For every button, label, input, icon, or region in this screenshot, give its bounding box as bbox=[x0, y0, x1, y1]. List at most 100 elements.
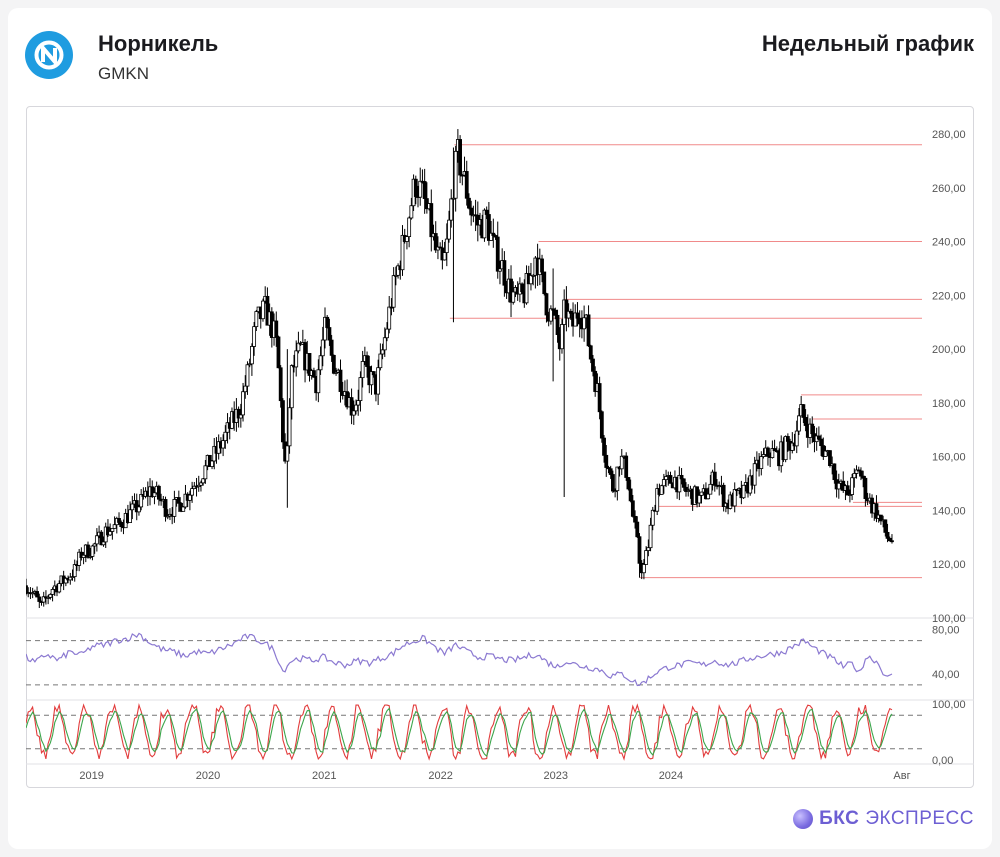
candle-body bbox=[712, 471, 717, 486]
candle-body bbox=[199, 482, 203, 486]
candle-body bbox=[464, 171, 469, 199]
candle-body bbox=[172, 499, 177, 517]
candle-body bbox=[668, 475, 673, 484]
candle-body bbox=[604, 454, 609, 468]
candle-body bbox=[482, 209, 487, 239]
candle-body bbox=[706, 493, 711, 500]
candle-body bbox=[46, 596, 51, 599]
x-axis-label: 2019 bbox=[79, 770, 103, 782]
candle-body bbox=[548, 308, 553, 322]
candle-body bbox=[360, 361, 365, 379]
candle-body bbox=[117, 518, 121, 523]
bcs-logo-icon bbox=[793, 809, 814, 829]
candle-body bbox=[223, 431, 228, 442]
candle-body bbox=[94, 535, 99, 545]
candle-body bbox=[99, 531, 104, 546]
candle-body bbox=[883, 519, 888, 533]
candle-body bbox=[196, 484, 201, 488]
candle-body bbox=[608, 468, 613, 475]
candle-body bbox=[307, 353, 312, 376]
candle-body bbox=[165, 515, 170, 518]
candle-body bbox=[524, 273, 529, 304]
candle-body bbox=[664, 476, 668, 480]
candle-body bbox=[190, 488, 195, 496]
candle-body bbox=[385, 328, 389, 339]
candle-body bbox=[163, 499, 168, 517]
candle-body bbox=[597, 383, 602, 413]
price-axis-tick: 180,00 bbox=[932, 398, 966, 410]
candle-body bbox=[380, 349, 385, 355]
candle-body bbox=[511, 291, 516, 303]
candle-body bbox=[447, 219, 451, 240]
candle-body bbox=[187, 494, 192, 501]
candle-body bbox=[323, 316, 327, 341]
candle-body bbox=[331, 354, 336, 374]
candle-body bbox=[677, 474, 682, 493]
candle-body bbox=[130, 503, 135, 511]
candle-body bbox=[57, 583, 62, 593]
candle-body bbox=[540, 258, 544, 273]
candle-body bbox=[810, 423, 815, 435]
candle-body bbox=[648, 524, 653, 549]
candle-body bbox=[134, 500, 139, 513]
candle-body bbox=[856, 469, 861, 472]
price-axis-tick: 280,00 bbox=[932, 129, 966, 141]
candle-body bbox=[836, 482, 841, 490]
candle-body bbox=[378, 353, 383, 369]
candle-body bbox=[312, 370, 316, 378]
candle-body bbox=[418, 180, 423, 198]
candle-body bbox=[92, 543, 97, 547]
candle-body bbox=[371, 371, 376, 376]
candle-body bbox=[553, 309, 558, 316]
candle-body bbox=[885, 531, 890, 539]
candle-body bbox=[156, 485, 161, 500]
candle-body bbox=[469, 207, 474, 216]
candle-body bbox=[852, 473, 857, 479]
candle-body bbox=[588, 345, 593, 360]
candle-body bbox=[752, 463, 757, 486]
candle-body bbox=[619, 455, 624, 470]
candle-body bbox=[573, 312, 578, 327]
candle-body bbox=[861, 475, 866, 479]
candle-body bbox=[90, 545, 95, 557]
candle-body bbox=[575, 312, 580, 319]
candle-body bbox=[365, 355, 369, 367]
candle-body bbox=[106, 526, 110, 536]
candle-body bbox=[615, 466, 620, 492]
candle-body bbox=[819, 438, 823, 447]
candle-body bbox=[63, 577, 68, 584]
candle-body bbox=[201, 478, 206, 484]
candle-body bbox=[276, 336, 281, 369]
candle-body bbox=[387, 306, 392, 330]
candle-body bbox=[458, 139, 462, 176]
candle-body bbox=[316, 369, 321, 394]
candle-body bbox=[35, 591, 39, 598]
candle-body bbox=[564, 299, 569, 319]
candle-body bbox=[329, 339, 334, 356]
candle-body bbox=[442, 252, 447, 261]
candle-body bbox=[785, 436, 790, 442]
candle-body bbox=[396, 265, 400, 276]
candle-body bbox=[376, 367, 381, 395]
candle-body bbox=[602, 437, 606, 456]
candle-body bbox=[334, 371, 338, 374]
candle-body bbox=[520, 283, 525, 293]
oscillator-axis-tick: 0,00 bbox=[932, 755, 953, 767]
candle-body bbox=[250, 346, 254, 365]
candle-body bbox=[491, 232, 496, 236]
candle-body bbox=[81, 554, 86, 558]
price-axis-tick: 240,00 bbox=[932, 237, 966, 249]
candle-body bbox=[241, 391, 245, 416]
candle-body bbox=[50, 589, 55, 595]
candle-body bbox=[642, 564, 646, 574]
candle-body bbox=[407, 217, 412, 237]
candle-body bbox=[261, 300, 265, 320]
candle-body bbox=[150, 486, 155, 498]
candle-body bbox=[354, 404, 358, 412]
candle-body bbox=[766, 447, 770, 457]
candle-body bbox=[287, 407, 292, 447]
candle-body bbox=[37, 596, 42, 602]
candle-body bbox=[181, 506, 186, 512]
candle-body bbox=[874, 503, 879, 519]
candle-body bbox=[732, 489, 737, 507]
